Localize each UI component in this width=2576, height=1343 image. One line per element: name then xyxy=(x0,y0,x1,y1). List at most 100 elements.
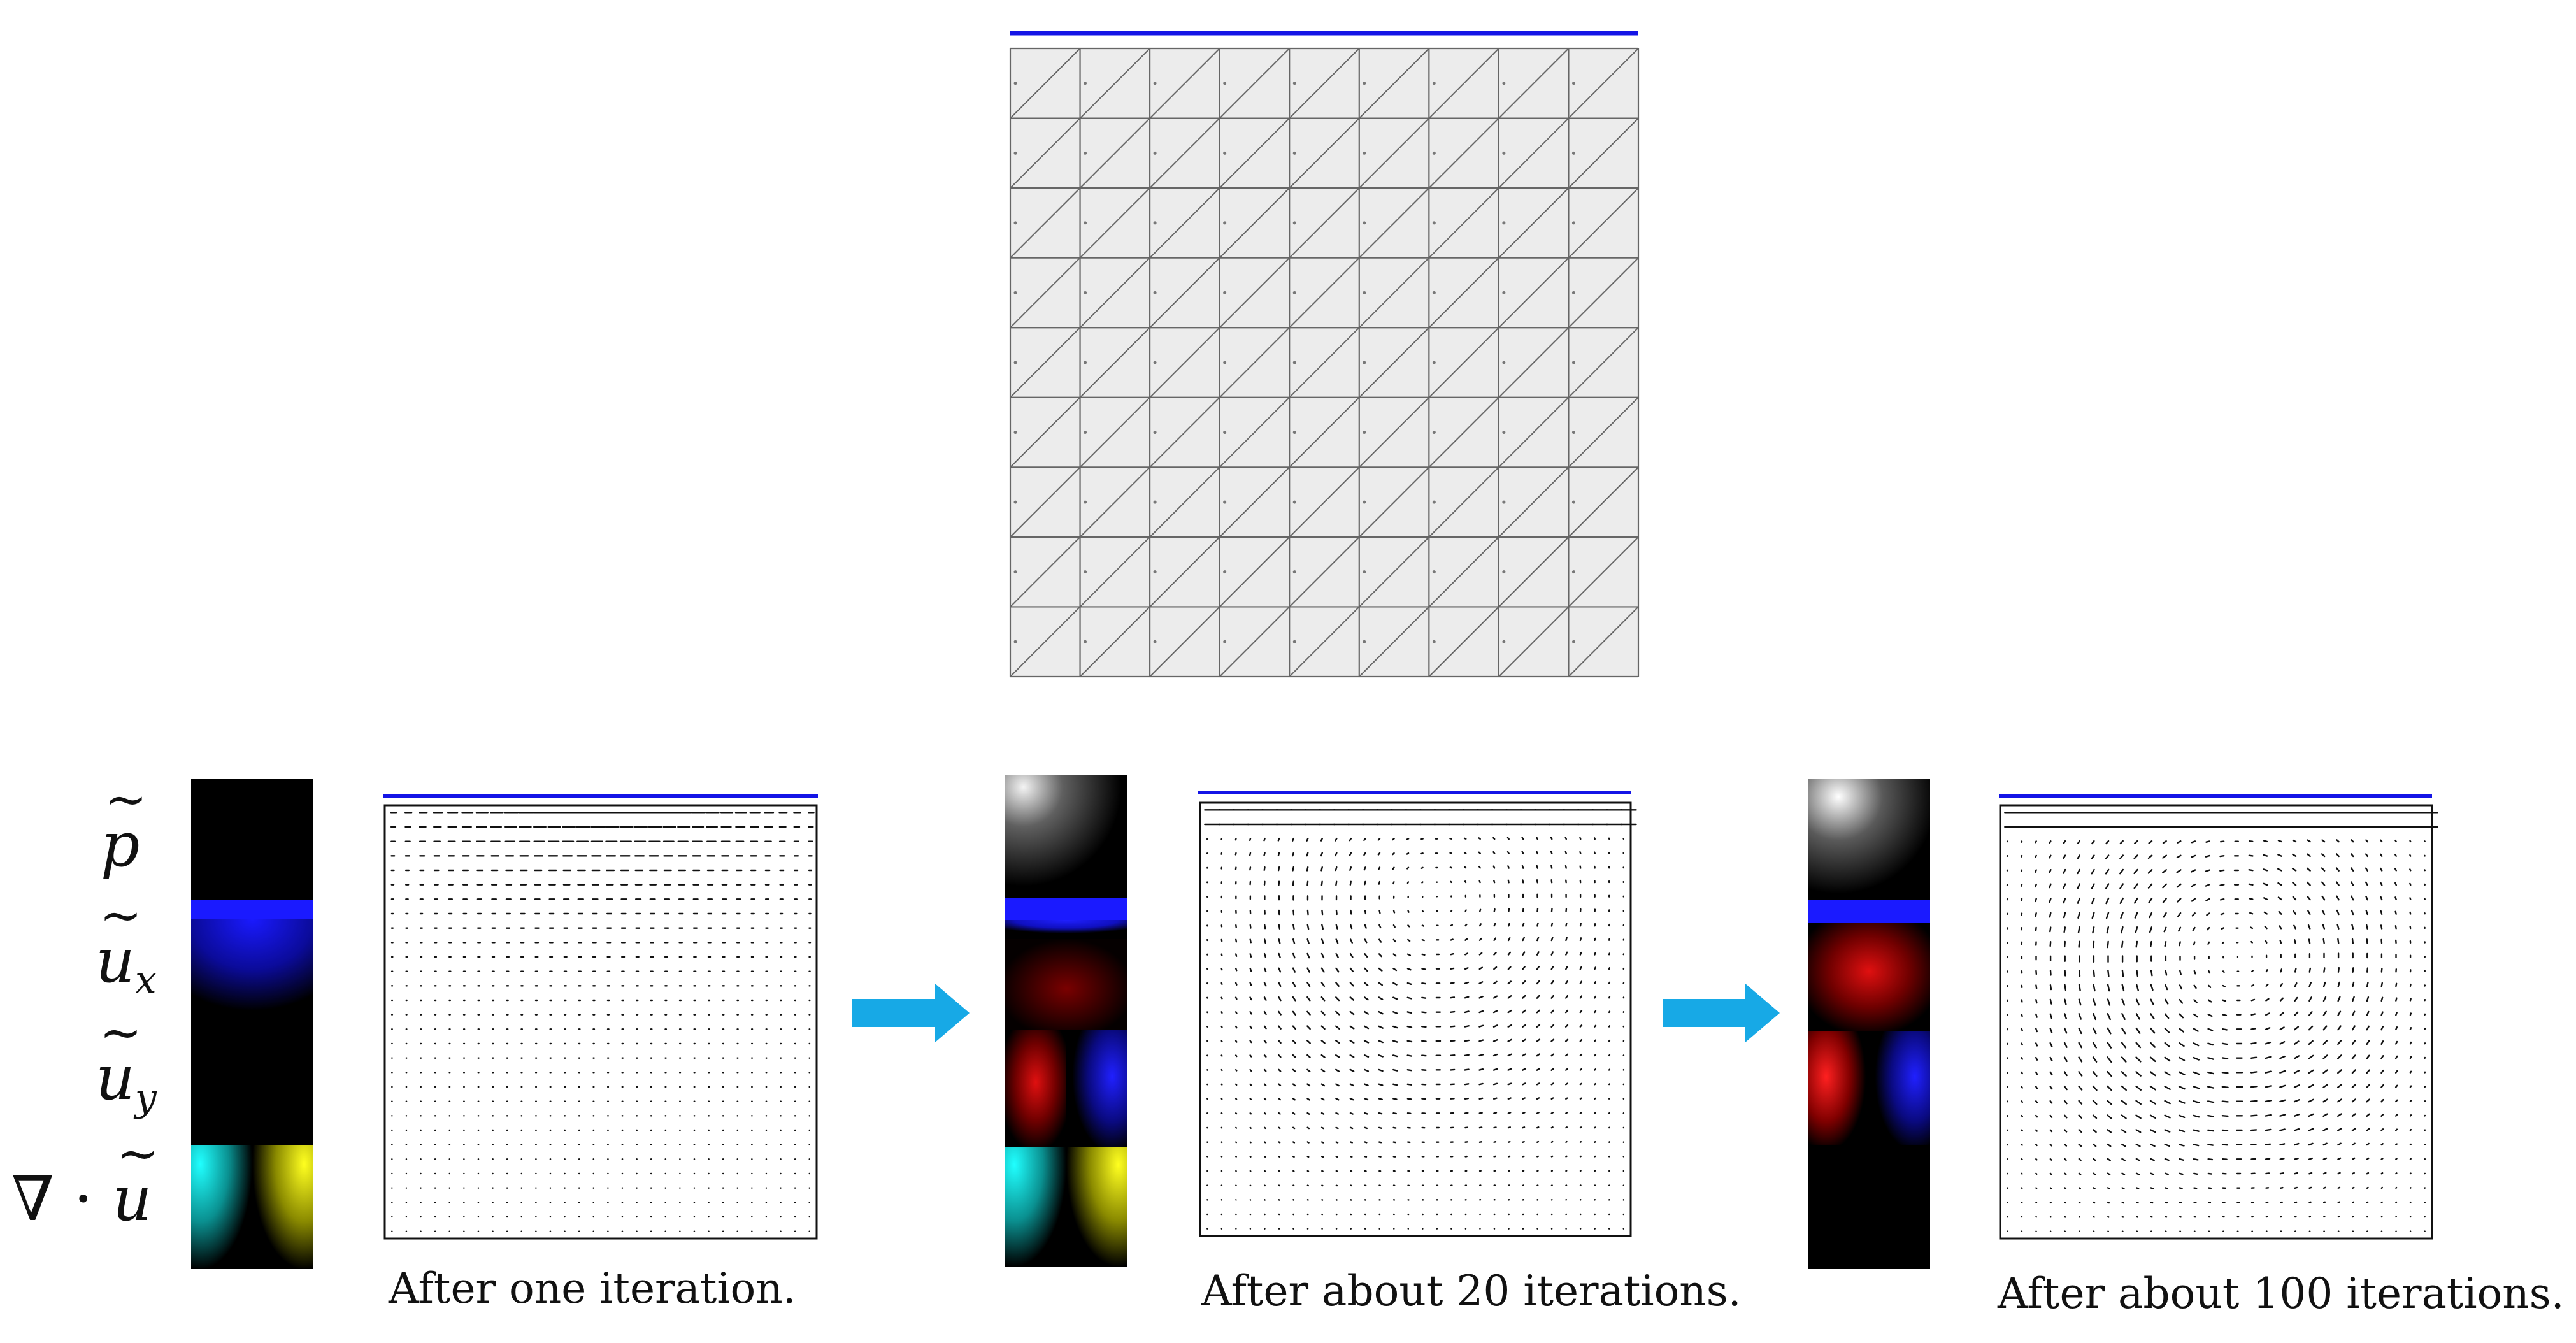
velocity-arrow xyxy=(2379,867,2383,872)
velocity-arrow xyxy=(2063,868,2066,874)
velocity-arrow xyxy=(2121,1201,2124,1204)
velocity-arrow xyxy=(2409,1100,2412,1103)
velocity-arrow xyxy=(1594,1024,1597,1028)
velocity-arrow xyxy=(2193,1187,2198,1189)
velocity-arrow xyxy=(1306,1010,1311,1016)
velocity-arrow xyxy=(1406,1040,1413,1043)
velocity-arrow xyxy=(1608,981,1611,984)
velocity-arrow xyxy=(1306,996,1311,1002)
velocity-arrow xyxy=(1263,1040,1267,1044)
velocity-arrow xyxy=(1292,852,1294,857)
velocity-arrow xyxy=(2294,1026,2300,1031)
velocity-arrow xyxy=(1292,866,1294,872)
velocity-arrow xyxy=(2352,981,2355,988)
mesh-edge xyxy=(1010,397,1081,468)
velocity-arrow xyxy=(1306,982,1311,988)
velocity-arrow xyxy=(1378,1068,1384,1072)
mesh-edge xyxy=(1498,257,1570,328)
velocity-arrow xyxy=(2164,940,2167,947)
mesh-edge xyxy=(1568,187,1639,259)
velocity-arrow xyxy=(1292,1010,1296,1016)
velocity-arrow xyxy=(2106,926,2110,934)
velocity-arrow xyxy=(2077,868,2081,875)
velocity-arrow xyxy=(1335,952,1339,958)
velocity-arrow xyxy=(2121,926,2124,934)
velocity-arrow xyxy=(2337,996,2341,1002)
velocity-arrow xyxy=(2150,984,2154,991)
velocity-arrow xyxy=(1378,982,1384,986)
velocity-arrow xyxy=(2322,1128,2328,1131)
velocity-arrow xyxy=(2380,1040,2384,1045)
velocity-arrow xyxy=(2121,1056,2127,1063)
velocity-arrow xyxy=(1278,967,1282,973)
mesh-edge xyxy=(1568,117,1639,189)
velocity-arrow xyxy=(1249,982,1252,986)
velocity-arrow xyxy=(2250,1028,2256,1030)
velocity-arrow xyxy=(2279,1099,2286,1103)
velocity-arrow xyxy=(1478,937,1482,941)
velocity-arrow xyxy=(2150,998,2154,1005)
velocity-arrow xyxy=(2092,1056,2098,1063)
velocity-arrow xyxy=(2193,1071,2200,1075)
velocity-arrow xyxy=(2336,895,2340,901)
velocity-arrow xyxy=(2135,1071,2142,1077)
mesh-edge xyxy=(1219,606,1290,677)
velocity-arrow xyxy=(2176,883,2182,888)
velocity-arrow xyxy=(1378,1141,1382,1144)
velocity-arrow xyxy=(2177,898,2182,903)
velocity-arrow xyxy=(1522,1038,1526,1042)
mesh-node xyxy=(1571,570,1575,574)
mesh-node xyxy=(1153,570,1157,574)
velocity-arrow xyxy=(2336,839,2340,843)
velocity-arrow xyxy=(2035,854,2037,858)
velocity-arrow xyxy=(1306,852,1309,857)
velocity-arrow xyxy=(1249,1068,1252,1072)
velocity-arrow xyxy=(2308,1128,2314,1131)
velocity-arrow xyxy=(1306,1025,1311,1030)
velocity-arrow xyxy=(2092,926,2095,934)
velocity-arrow xyxy=(2366,1010,2370,1016)
velocity-arrow xyxy=(1364,967,1368,972)
velocity-arrow xyxy=(2093,998,2096,1006)
velocity-arrow xyxy=(1292,1156,1295,1158)
velocity-arrow xyxy=(1536,1024,1541,1028)
velocity-arrow xyxy=(2077,840,2080,844)
velocity-arrow xyxy=(2135,926,2138,933)
velocity-arrow xyxy=(2409,1114,2412,1117)
velocity-arrow xyxy=(1493,1097,1498,1100)
velocity-arrow xyxy=(1378,866,1381,870)
velocity-arrow xyxy=(1406,1054,1413,1057)
mesh-edge xyxy=(1428,257,1499,328)
velocity-arrow xyxy=(2149,1042,2156,1048)
velocity-arrow xyxy=(1421,982,1426,985)
velocity-arrow xyxy=(1550,1024,1555,1028)
velocity-arrow xyxy=(2294,968,2297,973)
velocity-arrow xyxy=(2063,940,2066,948)
mesh-node xyxy=(1153,640,1157,643)
velocity-arrow xyxy=(2294,982,2298,988)
velocity-arrow xyxy=(2337,1025,2342,1031)
velocity-arrow xyxy=(1536,865,1538,869)
velocity-arrow xyxy=(2077,883,2081,889)
velocity-arrow xyxy=(1550,851,1553,855)
velocity-arrow xyxy=(1392,1011,1398,1014)
velocity-arrow xyxy=(1521,865,1524,869)
velocity-arrows-1 xyxy=(390,812,815,1232)
velocity-arrow xyxy=(2149,1085,2156,1091)
velocity-arrow xyxy=(2205,869,2210,872)
velocity-arrow xyxy=(1536,922,1539,927)
velocity-arrow xyxy=(2366,982,2369,988)
mesh-edge xyxy=(1079,117,1150,189)
mesh-node xyxy=(1571,431,1575,434)
velocity-arrow xyxy=(2093,1027,2097,1035)
velocity-arrow xyxy=(2395,1026,2398,1031)
mesh-node xyxy=(1502,640,1506,643)
velocity-arrows-3 xyxy=(2004,812,2438,1232)
mesh-edge xyxy=(1498,466,1570,538)
velocity-arrow xyxy=(2121,1158,2126,1161)
velocity-arrow xyxy=(2279,1084,2286,1088)
mesh-edge xyxy=(1079,536,1150,608)
mesh-edge xyxy=(1359,117,1430,189)
velocity-arrow xyxy=(1378,967,1383,972)
velocity-arrow xyxy=(2135,1143,2141,1147)
